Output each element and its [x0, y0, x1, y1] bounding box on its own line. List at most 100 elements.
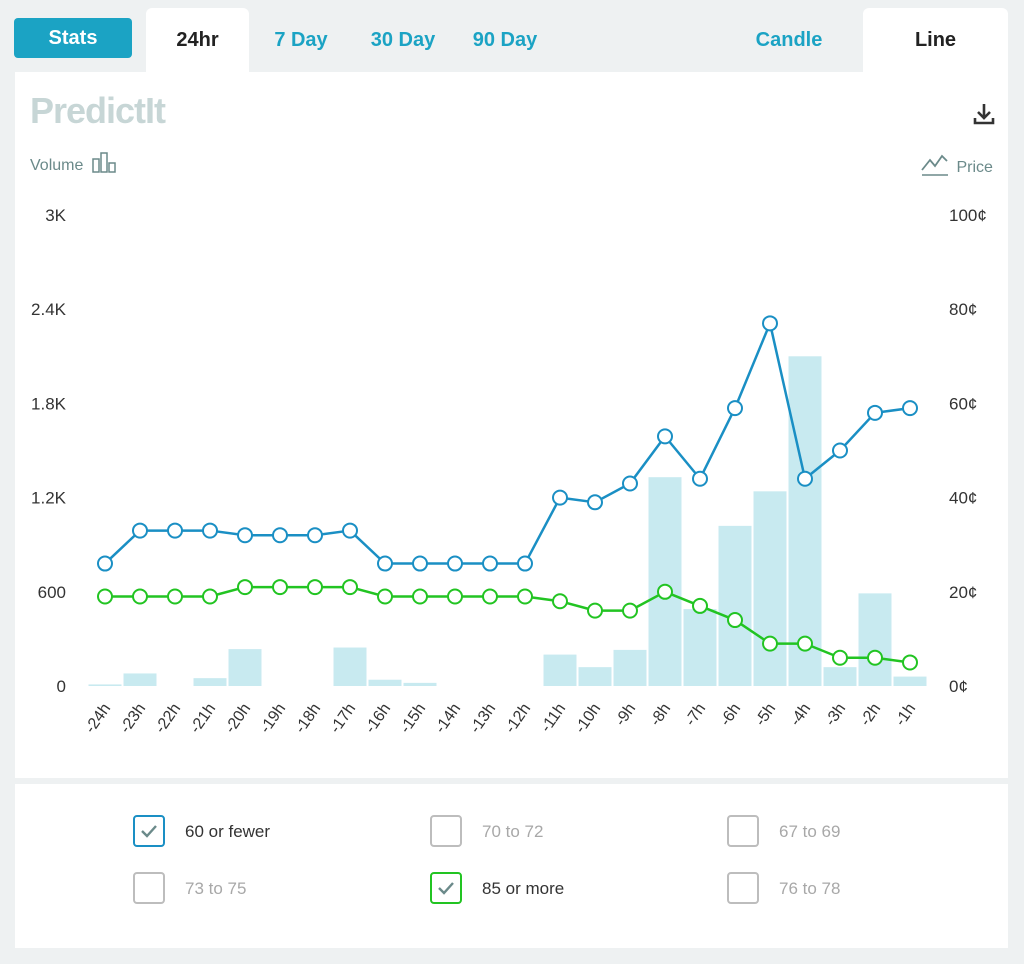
volume-bar	[753, 491, 787, 686]
volume-bar	[648, 477, 682, 686]
legend-checkbox[interactable]	[430, 872, 462, 904]
x-axis-tick: -17h	[327, 701, 359, 737]
data-point	[587, 602, 603, 619]
volume-bar	[858, 593, 892, 686]
data-point	[307, 579, 323, 596]
legend-label: 85 or more	[482, 879, 565, 898]
volume-bar	[788, 356, 822, 686]
data-point	[797, 635, 813, 652]
x-axis-tick: -9h	[612, 701, 639, 730]
data-point	[307, 527, 323, 544]
data-point	[622, 602, 638, 619]
x-axis-tick: -12h	[502, 701, 534, 737]
data-point	[447, 555, 463, 572]
data-point	[97, 588, 113, 605]
x-axis-tick: -11h	[538, 701, 570, 736]
data-point	[132, 522, 148, 539]
x-axis-tick: -2h	[857, 701, 884, 730]
x-axis-tick: -13h	[467, 701, 499, 737]
data-point	[447, 588, 463, 605]
data-point	[727, 400, 743, 417]
x-axis-tick: -18h	[292, 701, 324, 737]
legend-item[interactable]: 60 or fewer	[133, 815, 393, 851]
legend-checkbox[interactable]	[133, 815, 165, 847]
right-axis-tick: 0¢	[949, 677, 968, 696]
data-point	[342, 579, 358, 596]
legend-label: 67 to 69	[779, 822, 841, 841]
data-point	[517, 588, 533, 605]
x-axis-tick: -8h	[647, 701, 674, 730]
legend-panel	[15, 784, 1008, 948]
x-axis-tick: -4h	[787, 701, 814, 730]
left-axis-tick: 1.8K	[31, 394, 67, 413]
volume-bar	[228, 649, 262, 686]
x-axis-tick: -15h	[397, 701, 429, 737]
x-axis-tick: -19h	[257, 701, 289, 737]
volume-bar	[88, 684, 122, 686]
data-point	[587, 494, 603, 511]
x-axis-tick: -20h	[222, 701, 254, 737]
data-point	[727, 612, 743, 629]
data-point	[202, 588, 218, 605]
data-point	[657, 428, 673, 445]
legend-checkbox[interactable]	[430, 815, 462, 847]
download-icon[interactable]	[970, 100, 998, 128]
data-point	[237, 527, 253, 544]
data-point	[272, 579, 288, 596]
tab-line[interactable]: Line	[863, 8, 1008, 72]
volume-bar	[123, 673, 157, 686]
check-icon	[141, 825, 157, 838]
data-point	[412, 588, 428, 605]
legend-item[interactable]: 70 to 72	[430, 815, 690, 851]
bar-chart-icon	[92, 152, 116, 173]
data-point	[167, 588, 183, 605]
price-axis-label: Price	[920, 152, 993, 178]
price-label-text: Price	[956, 159, 993, 176]
legend-item[interactable]: 85 or more	[430, 872, 690, 908]
x-axis-tick: -7h	[682, 701, 709, 730]
stats-button[interactable]: Stats	[14, 18, 132, 58]
right-axis-tick: 60¢	[949, 394, 977, 413]
data-point	[657, 583, 673, 600]
check-icon	[438, 882, 454, 895]
data-point	[902, 400, 918, 417]
left-axis-tick: 3K	[45, 206, 66, 225]
data-point	[132, 588, 148, 605]
x-axis-tick: -21h	[187, 701, 219, 737]
x-axis-tick: -14h	[432, 701, 464, 737]
data-point	[482, 555, 498, 572]
x-axis-tick: -3h	[822, 701, 849, 730]
tab-candle[interactable]: Candle	[755, 29, 823, 51]
volume-bar	[893, 676, 927, 686]
legend-checkbox[interactable]	[727, 815, 759, 847]
data-point	[622, 475, 638, 492]
data-point	[482, 588, 498, 605]
data-point	[832, 649, 848, 666]
left-axis-tick: 2.4K	[31, 300, 67, 319]
legend-item[interactable]: 76 to 78	[727, 872, 987, 908]
legend-item[interactable]: 73 to 75	[133, 872, 393, 908]
tab-24hr[interactable]: 24hr	[146, 8, 249, 72]
x-axis-tick: -24h	[82, 701, 114, 737]
volume-bar	[683, 609, 717, 686]
legend-checkbox[interactable]	[727, 872, 759, 904]
x-axis-tick: -22h	[152, 701, 184, 737]
data-point	[867, 649, 883, 666]
tab-30-day[interactable]: 30 Day	[370, 29, 436, 51]
volume-axis-label: Volume	[30, 152, 120, 175]
data-point	[342, 522, 358, 539]
right-axis-tick: 20¢	[949, 583, 977, 602]
data-point	[412, 555, 428, 572]
data-point	[692, 470, 708, 487]
legend-checkbox[interactable]	[133, 872, 165, 904]
data-point	[552, 489, 568, 506]
data-point	[552, 593, 568, 610]
legend-item[interactable]: 67 to 69	[727, 815, 987, 851]
legend-label: 73 to 75	[185, 879, 247, 898]
data-point	[867, 404, 883, 421]
volume-bar	[368, 679, 402, 686]
data-point	[377, 555, 393, 572]
data-point	[762, 315, 778, 332]
tab-7-day[interactable]: 7 Day	[274, 29, 328, 51]
tab-90-day[interactable]: 90 Day	[472, 29, 538, 51]
